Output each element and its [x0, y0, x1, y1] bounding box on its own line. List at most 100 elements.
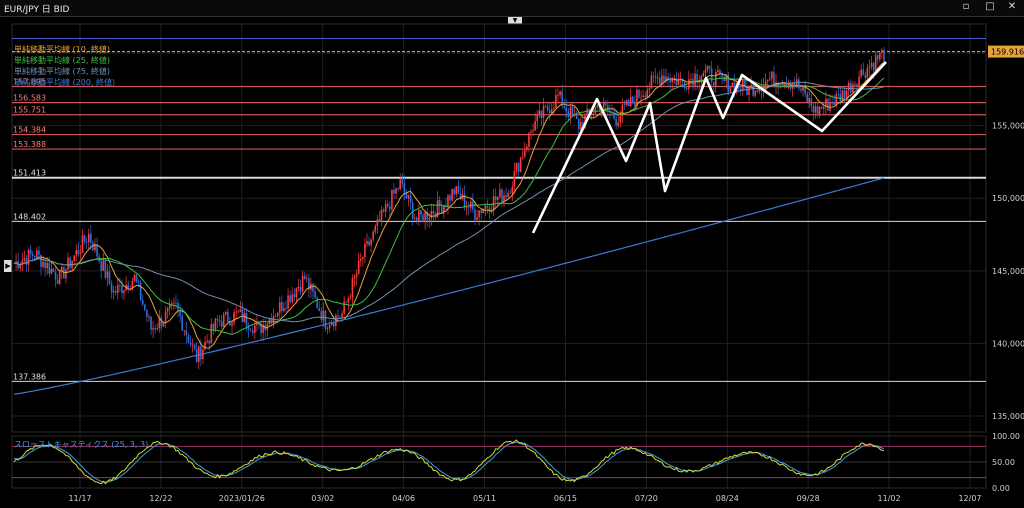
- candle-body: [694, 73, 696, 86]
- candle-body: [438, 199, 441, 207]
- candle-body: [690, 78, 692, 80]
- candle-body: [162, 322, 165, 327]
- candle-body: [557, 95, 559, 96]
- candle-body: [117, 285, 119, 293]
- candle-body: [652, 75, 655, 77]
- candle-body: [164, 311, 167, 323]
- candle-body: [322, 310, 325, 321]
- x-tick-label: 12/07: [958, 494, 981, 503]
- candle-body: [420, 210, 422, 215]
- maximize-icon[interactable]: □: [985, 1, 995, 12]
- candle-body: [594, 107, 597, 114]
- candle-body: [308, 278, 310, 290]
- y-tick-label: 150,000: [992, 194, 1024, 203]
- candle-body: [866, 67, 869, 78]
- candle-body: [283, 308, 285, 312]
- candle-body: [723, 76, 725, 81]
- candle-body: [575, 114, 578, 120]
- candle-body: [569, 106, 572, 118]
- candle-body: [48, 262, 51, 274]
- candle-body: [181, 316, 183, 331]
- candle-body: [509, 192, 512, 194]
- candle-body: [40, 254, 42, 267]
- candle-body: [386, 203, 389, 207]
- candle-body: [685, 88, 688, 89]
- candle-body: [592, 113, 595, 116]
- candle-body: [777, 82, 779, 88]
- candle-body: [191, 344, 194, 346]
- candle-body: [208, 340, 210, 344]
- candle-body: [667, 76, 669, 81]
- candle-body: [75, 250, 78, 256]
- candle-body: [351, 278, 354, 298]
- candle-body: [590, 112, 593, 116]
- candle-body: [646, 90, 649, 98]
- candle-body: [382, 209, 385, 212]
- candle-body: [239, 309, 242, 312]
- candle-body: [303, 276, 306, 279]
- candle-body: [634, 101, 636, 106]
- candle-body: [663, 75, 665, 82]
- candle-body: [133, 274, 136, 282]
- candle-body: [833, 102, 835, 106]
- price-tag-label: 159.916: [991, 48, 1024, 57]
- candle-body: [81, 235, 84, 253]
- candle-body: [800, 88, 802, 91]
- candle-body: [436, 199, 439, 218]
- candle-body: [486, 205, 489, 208]
- side-panel-handle[interactable]: ▶: [4, 260, 12, 272]
- zigzag-annotation-line: [531, 61, 887, 234]
- candle-body: [154, 328, 156, 330]
- title-bar: EUR/JPY 日 BID ▫ □ ✕: [0, 0, 1024, 17]
- candle-body: [270, 318, 273, 324]
- close-icon[interactable]: ✕: [1007, 1, 1017, 12]
- candle-body: [200, 346, 202, 360]
- candle-body: [881, 49, 883, 53]
- candle-body: [274, 316, 277, 317]
- candle-body: [496, 196, 499, 200]
- candle-body: [102, 260, 105, 271]
- candle-body: [110, 283, 113, 293]
- candle-body: [752, 84, 754, 96]
- candle-body: [345, 301, 348, 303]
- candle-body: [212, 323, 215, 330]
- x-tick-label: 06/15: [554, 494, 577, 503]
- candle-body: [422, 214, 424, 223]
- candle-body: [21, 260, 24, 265]
- candle-body: [764, 81, 767, 87]
- restore-icon[interactable]: ▫: [962, 1, 970, 12]
- candle-body: [619, 116, 622, 123]
- candle-body: [621, 104, 624, 117]
- candle-body: [362, 257, 364, 260]
- candle-body: [31, 253, 34, 256]
- candle-body: [696, 73, 698, 82]
- candle-body: [856, 84, 858, 87]
- candle-body: [440, 206, 443, 214]
- candle-body: [262, 324, 264, 333]
- candle-body: [538, 110, 541, 115]
- candle-body: [542, 105, 545, 119]
- candle-body: [256, 321, 258, 326]
- candle-body: [38, 250, 40, 255]
- candle-body: [52, 268, 55, 273]
- candle-body: [463, 193, 466, 208]
- candle-body: [399, 179, 402, 190]
- candle-body: [339, 317, 341, 319]
- candle-body: [343, 301, 345, 314]
- candle-body: [349, 297, 352, 299]
- candle-body: [482, 209, 485, 214]
- osc-tick-label: 0.00: [992, 484, 1010, 493]
- collapse-toggle-button[interactable]: ▼: [508, 17, 522, 24]
- candle-body: [146, 309, 148, 318]
- candle-body: [33, 255, 36, 258]
- candle-body: [251, 330, 254, 333]
- candle-body: [171, 303, 173, 305]
- candle-body: [812, 105, 815, 113]
- candle-body: [515, 163, 518, 171]
- x-tick-label: 11/02: [878, 494, 901, 503]
- candle-body: [42, 261, 44, 267]
- candle-body: [580, 121, 582, 130]
- candle-body: [168, 304, 171, 309]
- osc-tick-label: 100.00: [992, 432, 1020, 441]
